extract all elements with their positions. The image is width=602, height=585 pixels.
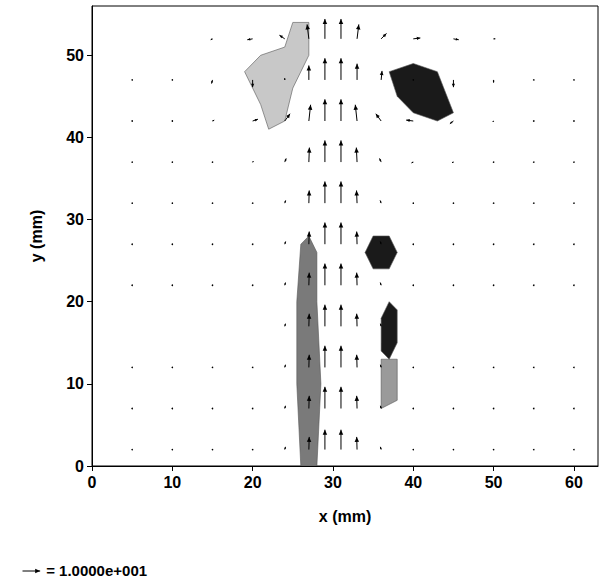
svg-text:y (mm): y (mm) [28, 210, 45, 262]
svg-text:0: 0 [75, 458, 84, 475]
svg-text:20: 20 [244, 474, 262, 491]
svg-text:10: 10 [163, 474, 181, 491]
svg-text:50: 50 [66, 47, 84, 64]
svg-text:60: 60 [565, 474, 583, 491]
svg-text:= 1.0000e+001: = 1.0000e+001 [46, 562, 147, 579]
svg-text:0: 0 [88, 474, 97, 491]
svg-text:30: 30 [66, 211, 84, 228]
svg-text:50: 50 [485, 474, 503, 491]
svg-text:x (mm): x (mm) [319, 508, 371, 525]
svg-text:20: 20 [66, 293, 84, 310]
svg-text:30: 30 [324, 474, 342, 491]
svg-text:10: 10 [66, 375, 84, 392]
svg-text:40: 40 [66, 129, 84, 146]
svg-text:40: 40 [404, 474, 422, 491]
